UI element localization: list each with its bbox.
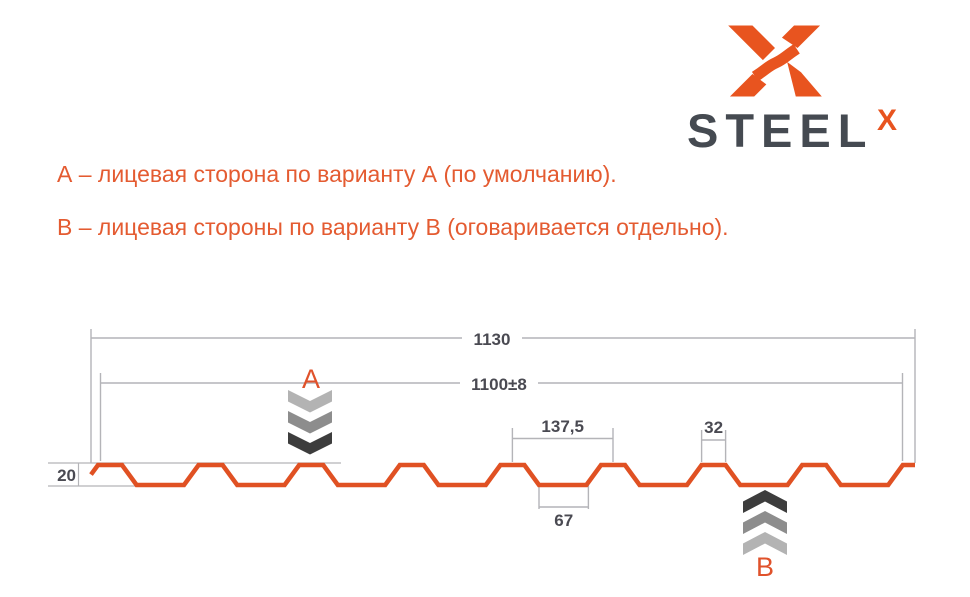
marker-a-label: A	[302, 364, 320, 394]
dim-label-profile-height: 20	[57, 466, 76, 485]
sheet-profile-outline	[89, 462, 915, 488]
chevron-down-mid	[288, 411, 332, 434]
logo-x-superscript: X	[877, 104, 898, 137]
marker-b-chevrons-up-icon	[743, 490, 787, 555]
logo: STEEL X	[0, 0, 970, 160]
chevron-down-light	[288, 390, 332, 413]
chevron-down-dark	[288, 432, 332, 455]
dim-label-rib-top: 32	[704, 418, 723, 437]
logo-arm-top-left	[728, 25, 775, 61]
note-variant-a: А – лицевая сторона по варианту А (по ум…	[57, 161, 617, 187]
dim-label-working-width: 1100±8	[471, 375, 527, 394]
marker-a-chevrons-down-icon	[288, 390, 332, 455]
logo-arm-bottom-left	[729, 74, 767, 97]
chevron-up-light	[743, 532, 787, 555]
chevron-up-mid	[743, 511, 787, 534]
dim-label-total-width: 1130	[474, 330, 511, 349]
logo-center-s-stroke	[751, 44, 800, 82]
dim-label-valley-width: 67	[554, 511, 573, 530]
chevron-up-dark	[743, 490, 787, 513]
logo-wordmark: STEEL X	[687, 103, 897, 158]
logo-brand-text: STEEL	[687, 104, 874, 157]
dim-label-rib-pitch: 137,5	[541, 417, 584, 436]
steelx-logo-icon	[728, 25, 822, 97]
marker-b-label: B	[756, 552, 774, 582]
logo-arm-top-right	[781, 25, 821, 48]
logo-arm-bottom-right	[787, 61, 822, 97]
note-variant-b: В – лицевая стороны по варианту В (огова…	[57, 214, 729, 240]
